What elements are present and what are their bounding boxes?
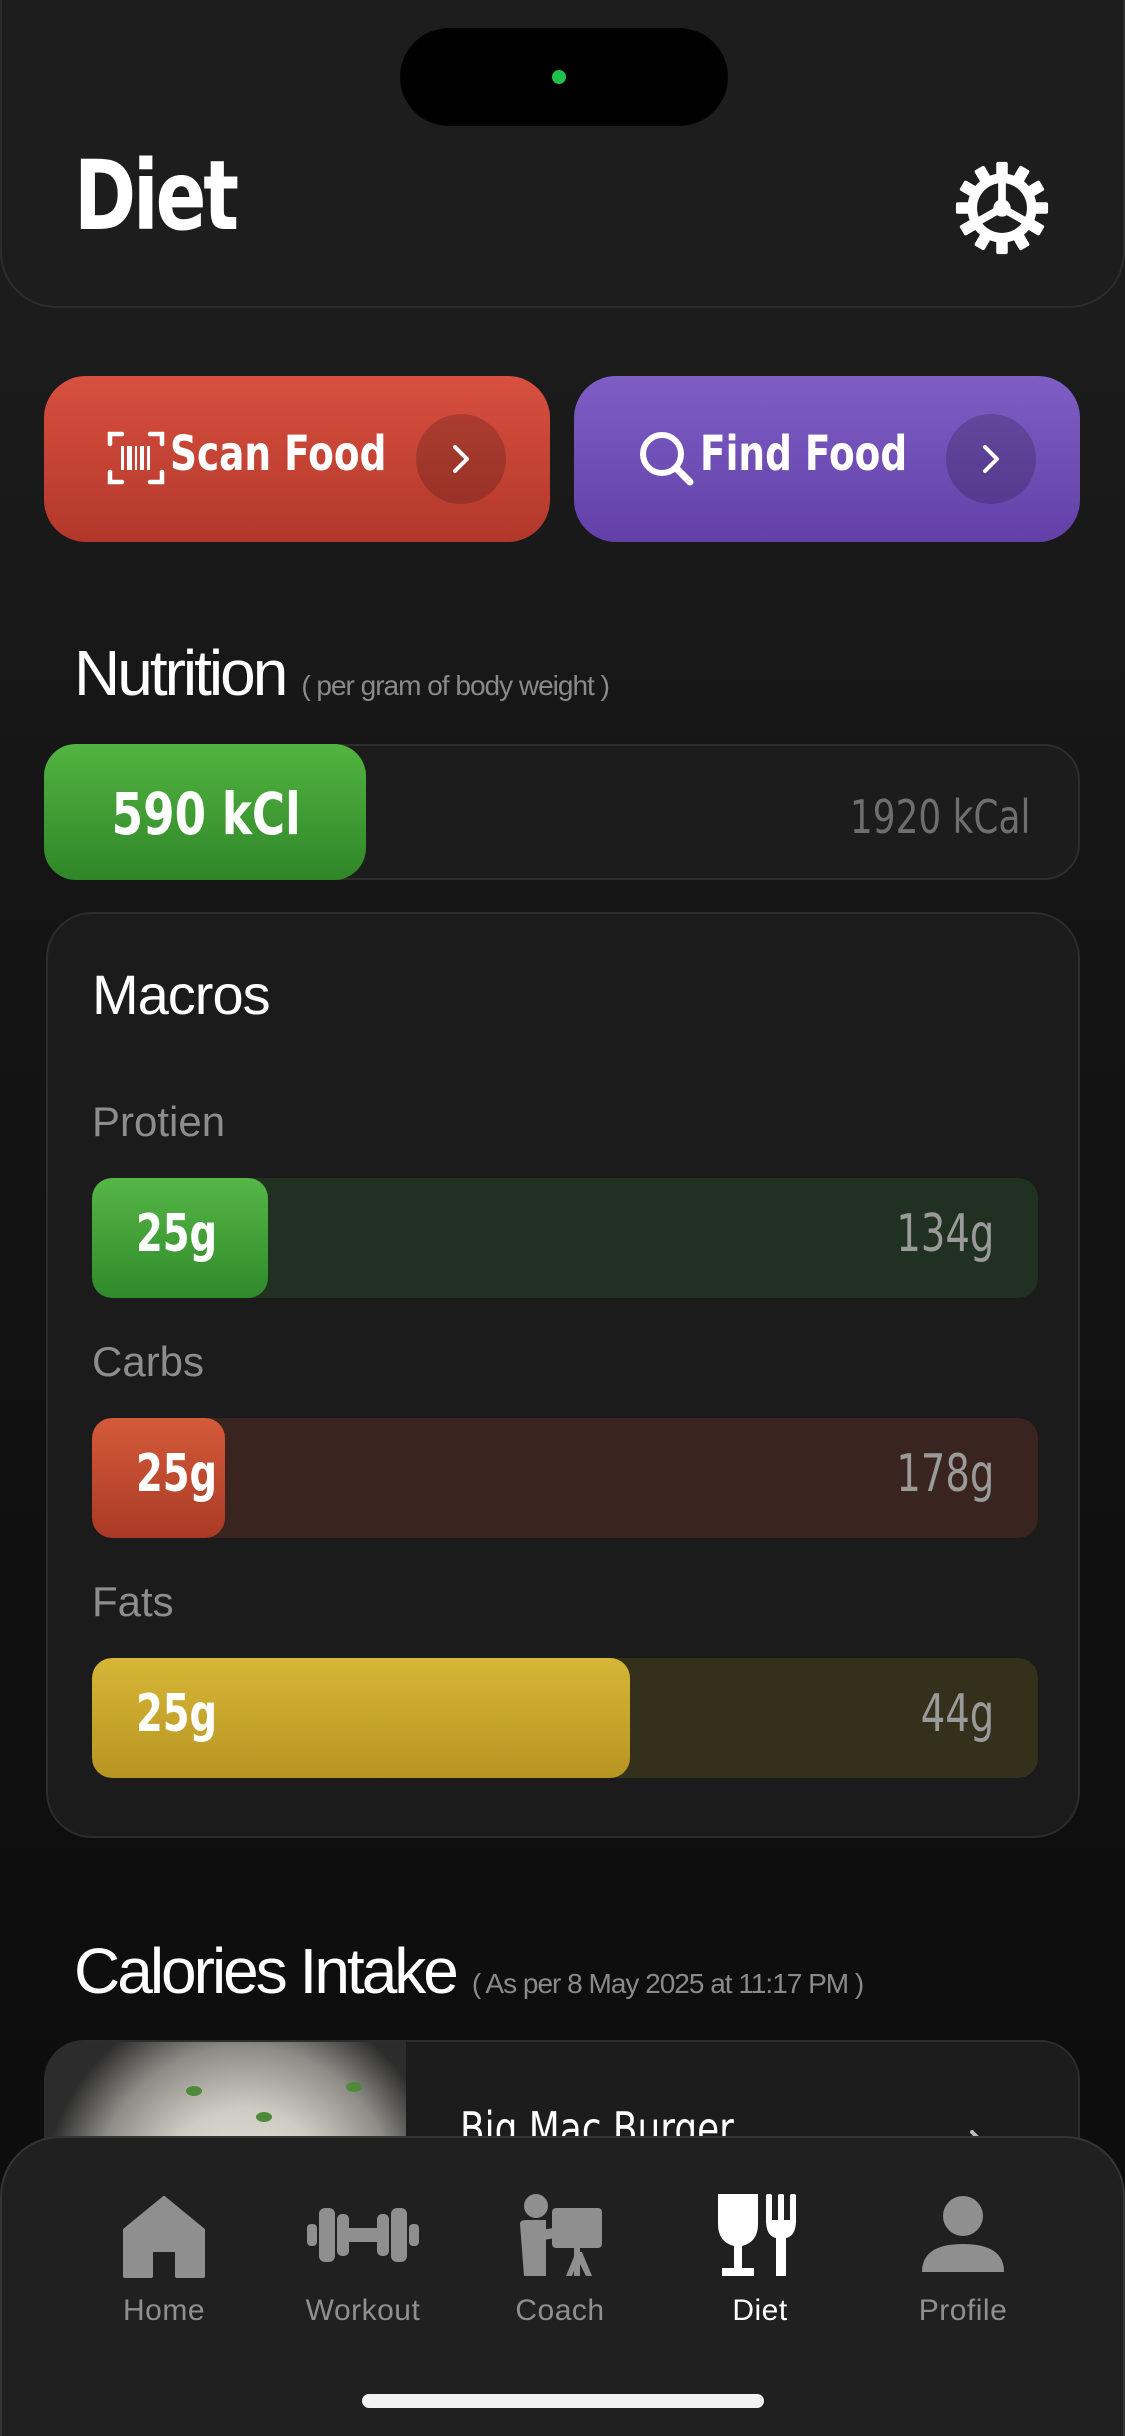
barcode-scan-icon bbox=[107, 431, 165, 485]
page-title: Diet bbox=[74, 140, 239, 252]
tab-diet-label: Diet bbox=[732, 2294, 788, 2327]
macro-label-carbs: Carbs bbox=[92, 1338, 205, 1385]
scan-food-chevron bbox=[416, 414, 506, 504]
carbs-value: 25g bbox=[136, 1444, 218, 1504]
macros-title: Macros bbox=[92, 963, 271, 1026]
tab-coach-label: Coach bbox=[515, 2294, 605, 2327]
calories-progress-bar: 590 kCl 1920 kCal bbox=[44, 744, 1080, 880]
nutrition-title: Nutrition bbox=[74, 637, 288, 709]
calories-intake-heading: Calories Intake ( As per 8 May 2025 at 1… bbox=[74, 1934, 864, 2008]
chevron-right-icon bbox=[453, 445, 469, 473]
find-food-chevron bbox=[946, 414, 1036, 504]
protein-target: 134g bbox=[896, 1204, 994, 1264]
macro-label-protein: Protien bbox=[92, 1098, 226, 1145]
home-indicator bbox=[362, 2394, 764, 2408]
scan-food-button[interactable]: Scan Food bbox=[44, 376, 550, 542]
calories-intake-title: Calories Intake bbox=[74, 1935, 459, 2007]
nutrition-heading: Nutrition ( per gram of body weight ) bbox=[74, 636, 610, 710]
fats-target: 44g bbox=[920, 1684, 994, 1744]
calories-target: 1920 kCal bbox=[849, 790, 1030, 844]
carbs-target: 178g bbox=[896, 1444, 994, 1504]
tab-profile-label: Profile bbox=[918, 2294, 1008, 2327]
protein-value: 25g bbox=[136, 1204, 218, 1264]
macro-label-fats: Fats bbox=[92, 1578, 174, 1625]
tab-bar: Home Workout bbox=[0, 2136, 1125, 2436]
find-food-button[interactable]: Find Food bbox=[574, 376, 1080, 542]
tab-diet[interactable]: Diet bbox=[675, 2190, 845, 2340]
tab-home[interactable]: Home bbox=[79, 2190, 249, 2340]
home-icon bbox=[123, 2196, 205, 2278]
profile-icon bbox=[922, 2196, 1004, 2272]
dumbbell-icon bbox=[307, 2208, 419, 2262]
tab-home-label: Home bbox=[122, 2294, 206, 2327]
nutrition-subtitle: ( per gram of body weight ) bbox=[301, 670, 610, 701]
diet-icon bbox=[718, 2194, 796, 2276]
search-icon bbox=[640, 432, 694, 486]
protein-progress-fill bbox=[92, 1178, 269, 1298]
coach-icon bbox=[520, 2194, 602, 2276]
header: Diet bbox=[0, 0, 1125, 308]
carbs-progress-bar: 25g 178g bbox=[92, 1418, 1038, 1538]
dynamic-island bbox=[400, 28, 728, 126]
calories-progress-fill bbox=[44, 744, 366, 880]
gear-icon[interactable] bbox=[954, 160, 1050, 256]
camera-indicator-dot bbox=[552, 70, 566, 84]
protein-progress-bar: 25g 134g bbox=[92, 1178, 1038, 1298]
tab-workout[interactable]: Workout bbox=[278, 2190, 448, 2340]
fats-progress-fill bbox=[92, 1658, 630, 1778]
tab-workout-label: Workout bbox=[305, 2294, 421, 2327]
calories-consumed: 590 kCl bbox=[111, 780, 301, 848]
calories-intake-subtitle: ( As per 8 May 2025 at 11:17 PM ) bbox=[471, 1968, 864, 1999]
chevron-right-icon bbox=[983, 445, 999, 473]
tab-profile[interactable]: Profile bbox=[878, 2190, 1048, 2340]
find-food-label: Find Food bbox=[700, 426, 908, 482]
fats-progress-bar: 25g 44g bbox=[92, 1658, 1038, 1778]
fats-value: 25g bbox=[136, 1684, 218, 1744]
tab-coach[interactable]: Coach bbox=[475, 2190, 645, 2340]
carbs-progress-fill bbox=[92, 1418, 225, 1538]
macros-card: Macros Protien 25g 134g Carbs 25g 178g F… bbox=[46, 912, 1080, 1838]
scan-food-label: Scan Food bbox=[170, 426, 387, 482]
